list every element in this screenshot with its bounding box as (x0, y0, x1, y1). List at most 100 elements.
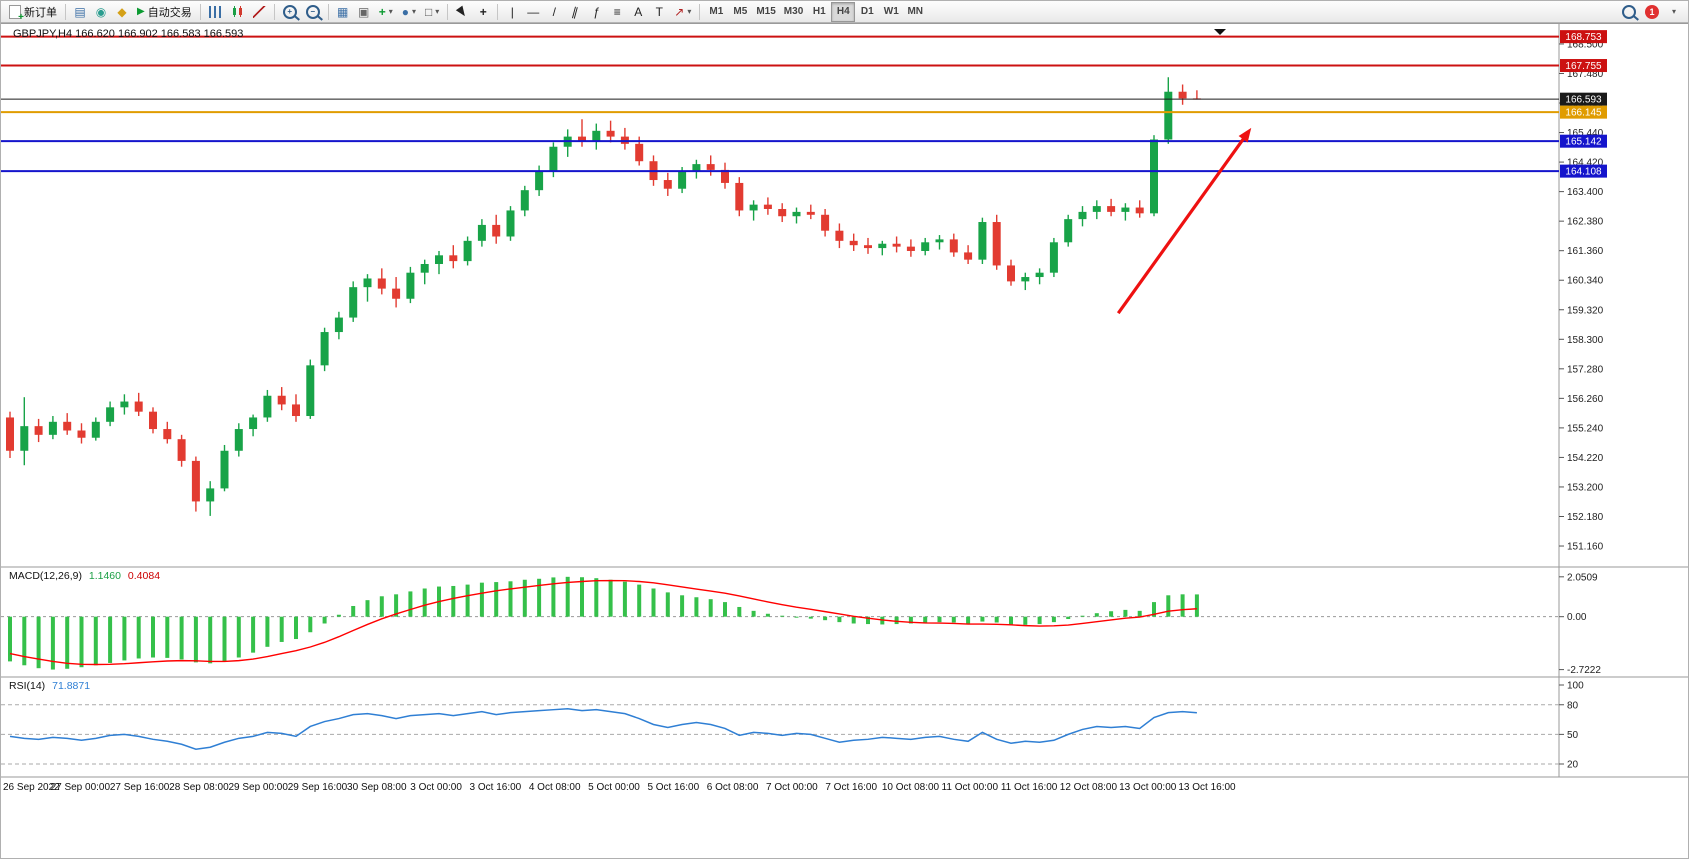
new-order-icon (9, 4, 24, 23)
new-chart-button[interactable]: + ▾ (375, 2, 397, 22)
templates-icon: □ (425, 4, 433, 19)
zoom-in-button[interactable]: + (279, 2, 301, 22)
trendline-button[interactable]: / (544, 2, 564, 22)
new-order-button[interactable]: 新订单 (5, 2, 61, 23)
strategy-tester-button[interactable]: ◆ (112, 2, 132, 22)
svg-text:165.142: 165.142 (1565, 137, 1602, 148)
macd-signal-value: 0.4084 (127, 570, 161, 582)
new-chart-icon: + (378, 4, 386, 19)
profiles-icon: ● (401, 4, 409, 19)
text-label-button[interactable]: T (649, 2, 669, 22)
vertical-line-button[interactable]: | (502, 2, 522, 22)
fibonacci-button[interactable]: ƒ (586, 2, 606, 22)
fibonacci-icon: ƒ (592, 4, 600, 19)
templates-button[interactable]: □ ▾ (421, 2, 443, 22)
arrange-windows-button[interactable]: ▣ (354, 2, 374, 22)
time-axis-label: 13 Oct 00:00 (1119, 782, 1177, 793)
zoom-out-button[interactable]: − (302, 2, 324, 22)
bar-chart-icon (208, 5, 222, 18)
svg-text:20: 20 (1567, 760, 1579, 771)
cursor-button[interactable] (452, 2, 472, 22)
time-axis-label: 30 Sep 08:00 (347, 782, 407, 793)
candlestick-chart-button[interactable] (227, 2, 248, 22)
line-chart-button[interactable] (249, 2, 270, 22)
levels-layer: 168.753 167.755 166.593 166.145 165.142 164.1… (1, 30, 1607, 178)
svg-text:157.280: 157.280 (1567, 364, 1604, 375)
price-tag (1560, 30, 1607, 44)
svg-text:-2.7222: -2.7222 (1567, 665, 1601, 676)
timeframe-button-m15[interactable]: M15 (752, 2, 779, 22)
grid-icon: ≡ (613, 4, 621, 19)
timeframe-button-h4[interactable]: H4 (831, 1, 856, 22)
profiles-button[interactable]: ● ▾ (398, 2, 420, 22)
price-tag (1560, 164, 1607, 178)
text-button[interactable]: A (628, 2, 648, 22)
svg-text:166.145: 166.145 (1565, 108, 1602, 119)
terminal-button[interactable]: ◉ (91, 2, 111, 22)
price-tag (1560, 134, 1607, 148)
vertical-line-icon: | (510, 4, 514, 19)
channel-icon: ∥ (570, 3, 580, 20)
autotrading-label: 自动交易 (147, 6, 192, 19)
chart-shift-marker[interactable] (1214, 29, 1226, 35)
svg-text:80: 80 (1567, 700, 1579, 711)
time-axis-label: 27 Sep 00:00 (51, 782, 111, 793)
svg-text:50: 50 (1567, 730, 1579, 741)
timeframe-button-d1[interactable]: D1 (855, 2, 879, 22)
rsi-name: RSI(14) (9, 680, 46, 692)
svg-text:162.380: 162.380 (1567, 217, 1604, 228)
macd-layer: 2.0509 0.00 -2.7222 (1, 572, 1601, 676)
notification-badge[interactable]: 1 (1645, 4, 1659, 19)
timeframe-button-w1[interactable]: W1 (879, 2, 903, 22)
timeframe-button-m30[interactable]: M30 (780, 2, 807, 22)
autotrading-button[interactable]: ▶ 自动交易 (133, 2, 196, 22)
chevron-down-icon: ▾ (388, 7, 393, 16)
candles-layer (6, 77, 1201, 516)
timeframe-button-h1[interactable]: H1 (807, 2, 831, 22)
timeframe-button-mn[interactable]: MN (903, 2, 927, 22)
macd-label: MACD(12,26,9) 1.1460 0.4084 (9, 570, 160, 582)
time-axis-label: 5 Oct 00:00 (588, 782, 640, 793)
zoom-in-icon: + (282, 4, 297, 19)
arrows-button[interactable]: ↗ ▾ (670, 2, 695, 22)
tile-windows-button[interactable]: ▦ (333, 2, 353, 22)
svg-text:158.300: 158.300 (1567, 335, 1604, 346)
rsi-layer: 100 80 50 20 (1, 681, 1584, 771)
svg-text:160.340: 160.340 (1567, 276, 1604, 287)
time-axis-label: 29 Sep 16:00 (288, 782, 348, 793)
timeframe-button-m5[interactable]: M5 (728, 2, 752, 22)
horizontal-line-button[interactable]: — (523, 2, 543, 22)
crosshair-button[interactable]: + (473, 2, 493, 22)
timeframe-button-m1[interactable]: M1 (704, 2, 728, 22)
toolbar-separator (199, 3, 201, 20)
grid-button[interactable]: ≡ (607, 2, 627, 22)
line-chart-icon (252, 5, 266, 18)
svg-text:154.220: 154.220 (1567, 453, 1604, 464)
toolbar-overflow-button[interactable]: ▾ (1664, 2, 1684, 22)
time-axis-label: 7 Oct 16:00 (825, 782, 877, 793)
depth-of-market-icon: ▤ (74, 4, 86, 19)
arrange-windows-icon: ▣ (358, 4, 370, 19)
depth-of-market-button[interactable]: ▤ (70, 2, 90, 22)
terminal-icon: ◉ (95, 4, 107, 19)
channel-button[interactable]: ∥ (565, 2, 585, 22)
svg-text:167.755: 167.755 (1565, 61, 1602, 72)
svg-text:165.440: 165.440 (1567, 128, 1604, 139)
arrow-tool-icon: ↗ (674, 4, 685, 19)
new-order-label: 新订单 (24, 6, 57, 19)
svg-text:168.753: 168.753 (1565, 32, 1602, 43)
bar-chart-button[interactable] (205, 2, 226, 22)
time-axis-label: 3 Oct 16:00 (470, 782, 522, 793)
time-axis-label: 7 Oct 00:00 (766, 782, 818, 793)
svg-text:153.200: 153.200 (1567, 482, 1604, 493)
toolbar-separator (447, 3, 449, 20)
timeframe-group: M1 M5 M15 M30 H1 H4 D1 W1 MN (704, 1, 927, 22)
toolbar-separator (497, 3, 499, 20)
svg-text:164.420: 164.420 (1567, 158, 1604, 169)
trend-arrow-annotation[interactable] (1116, 127, 1252, 315)
time-axis-label: 5 Oct 16:00 (647, 782, 699, 793)
search-button[interactable] (1618, 2, 1640, 22)
time-axis-label: 3 Oct 00:00 (410, 782, 462, 793)
